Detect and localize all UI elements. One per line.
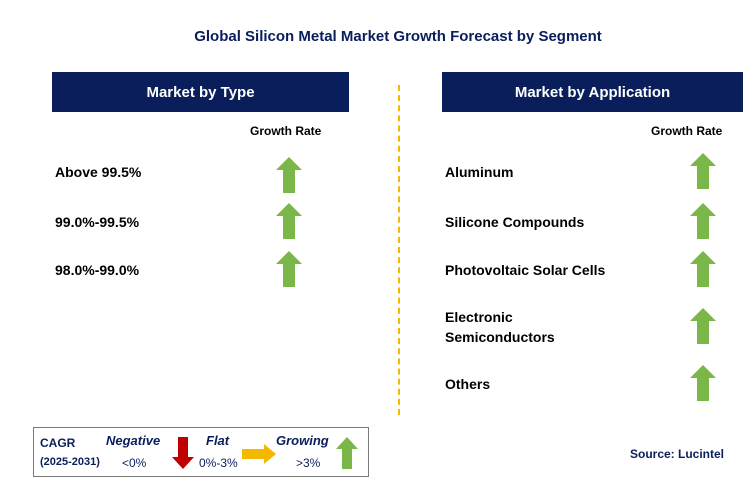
arrow-up-icon (690, 308, 716, 344)
legend-growing-label: Growing (276, 433, 329, 448)
arrow-right-icon (242, 444, 276, 464)
left-growth-rate-label: Growth Rate (250, 124, 322, 138)
arrow-up-icon (276, 157, 302, 193)
application-item-label-line1: Electronic (445, 309, 513, 325)
cagr-legend: CAGR (2025-2031) Negative <0% Flat 0%-3%… (33, 427, 369, 477)
legend-negative-label: Negative (106, 433, 161, 448)
legend-period: (2025-2031) (40, 456, 100, 468)
type-item-label: 99.0%-99.5% (55, 214, 140, 230)
legend-flat-value: 0%-3% (199, 456, 238, 470)
arrow-up-icon (276, 203, 302, 239)
legend-growing-value: >3% (296, 456, 321, 470)
arrow-up-icon (276, 251, 302, 287)
arrow-up-icon (336, 437, 358, 469)
application-item-label: Photovoltaic Solar Cells (445, 262, 606, 278)
legend-flat-label: Flat (206, 433, 230, 448)
application-item-label: Silicone Compounds (445, 214, 585, 230)
type-item-label: 98.0%-99.0% (55, 262, 140, 278)
type-item-label: Above 99.5% (55, 164, 142, 180)
panel-divider (398, 85, 400, 415)
page-title: Global Silicon Metal Market Growth Forec… (194, 28, 602, 45)
application-item-label: Others (445, 376, 491, 392)
right-growth-rate-label: Growth Rate (651, 124, 723, 138)
market-by-application-header-label: Market by Application (514, 83, 671, 101)
arrow-up-icon (690, 203, 716, 239)
legend-negative-value: <0% (122, 456, 147, 470)
market-by-type-header: Market by Type (52, 72, 349, 112)
arrow-up-icon (690, 251, 716, 287)
arrow-up-icon (690, 153, 716, 189)
source-note: Source: Lucintel (630, 447, 725, 461)
application-item-label: Aluminum (445, 164, 514, 180)
legend-cagr-label: CAGR (40, 436, 76, 450)
arrow-down-icon (172, 437, 194, 469)
market-by-type-header-label: Market by Type (146, 83, 255, 101)
application-item-label-line2: Semiconductors (445, 329, 555, 345)
market-by-application-header: Market by Application (442, 72, 743, 112)
arrow-up-icon (690, 365, 716, 401)
application-item-label: Electronic Semiconductors (445, 307, 555, 347)
